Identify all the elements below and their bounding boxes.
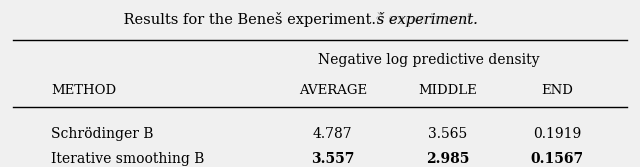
Text: Table 1. Results for the Beneš experiment.: Table 1. Results for the Beneš experimen…	[163, 12, 477, 27]
Text: 2.985: 2.985	[426, 152, 470, 166]
Text: Table 1. Results for the Beneš experiment.: Table 1. Results for the Beneš experimen…	[163, 12, 477, 27]
Text: MIDDLE: MIDDLE	[419, 84, 477, 97]
Text: END: END	[541, 84, 573, 97]
Text: 3.565: 3.565	[428, 127, 468, 141]
Text: Table 1. Results for the Beneš experiment.: Table 1. Results for the Beneš experimen…	[163, 12, 477, 27]
Text: 0.1567: 0.1567	[530, 152, 584, 166]
Text: 3.557: 3.557	[311, 152, 355, 166]
Text: Negative log predictive density: Negative log predictive density	[318, 53, 540, 67]
Text: 0.1919: 0.1919	[532, 127, 581, 141]
Text: Iterative smoothing B: Iterative smoothing B	[51, 152, 205, 166]
Text: 4.787: 4.787	[313, 127, 353, 141]
Text: Schrödinger B: Schrödinger B	[51, 127, 154, 141]
Text: METHOD: METHOD	[51, 84, 116, 97]
Text: AVERAGE: AVERAGE	[299, 84, 367, 97]
Text: Results for the Beneš experiment.: Results for the Beneš experiment.	[118, 12, 376, 27]
